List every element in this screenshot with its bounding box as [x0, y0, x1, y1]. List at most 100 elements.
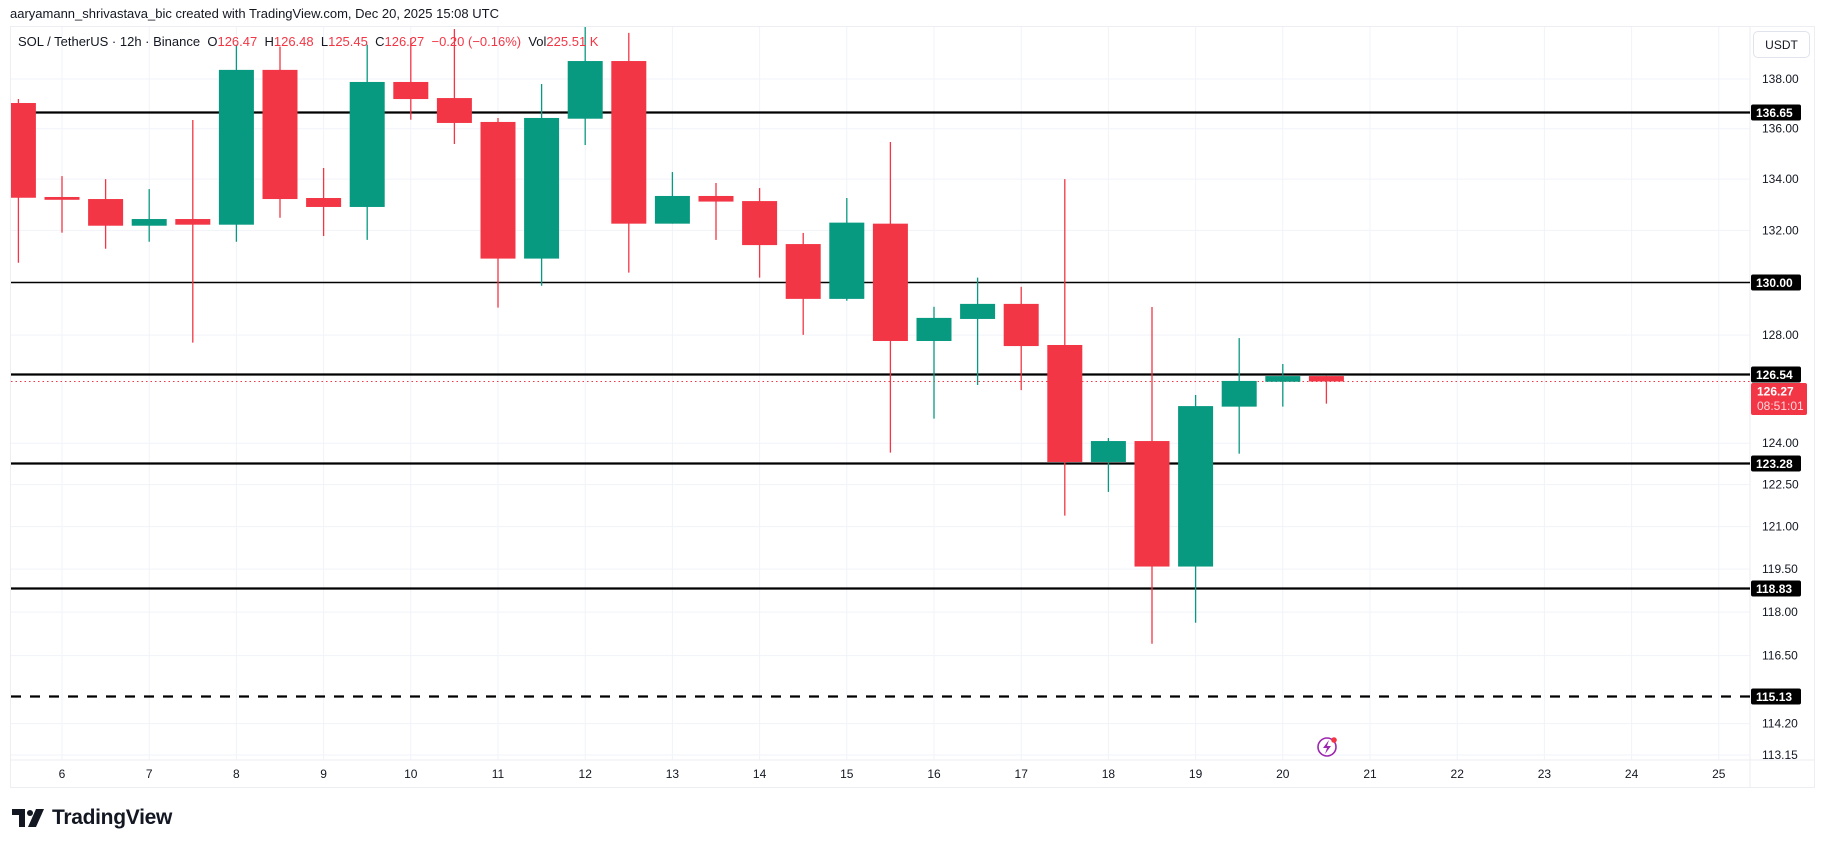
- candle[interactable]: [654, 172, 690, 224]
- candle[interactable]: [524, 83, 560, 286]
- candle[interactable]: [698, 182, 734, 240]
- x-tick-label: 18: [1102, 767, 1116, 781]
- candle-body: [131, 219, 167, 226]
- time-axis[interactable]: 6 7 8 9 10 11 12 13 14 15 16 17 18 19 20 21 22 23 24 25: [59, 767, 1726, 781]
- candle[interactable]: [1, 99, 36, 263]
- candle-body: [1265, 376, 1301, 382]
- candle-body: [654, 195, 690, 224]
- change-value: −0.20 (−0.16%): [431, 34, 522, 49]
- level-price-tag: [1751, 688, 1801, 705]
- candle[interactable]: [175, 119, 211, 343]
- candle[interactable]: [916, 306, 952, 419]
- x-tick-label: 23: [1538, 767, 1552, 781]
- price-axis[interactable]: 138.00 136.00 134.00 132.00 128.00 124.00 122.…: [1751, 72, 1807, 762]
- level-price-tag: [1751, 104, 1801, 121]
- candle-body: [1308, 376, 1344, 382]
- candle-body: [436, 98, 472, 123]
- y-tick-label: 114.20: [1762, 717, 1798, 731]
- lightning-bolt: [1323, 740, 1331, 754]
- level-price-tag: [1751, 274, 1801, 291]
- candle-body: [175, 219, 211, 225]
- candle-body: [872, 223, 908, 341]
- candle-body: [393, 81, 429, 100]
- candle-body: [11, 103, 36, 198]
- x-tick-label: 8: [233, 767, 240, 781]
- chart-panel[interactable]: [10, 26, 1815, 788]
- x-tick-label: 13: [666, 767, 680, 781]
- candle-body: [1003, 303, 1039, 347]
- x-tick-label: 21: [1363, 767, 1377, 781]
- candle[interactable]: [393, 38, 429, 120]
- alert-dot: [1331, 737, 1337, 743]
- level-price-label: 136.65: [1756, 106, 1793, 120]
- candle[interactable]: [960, 277, 996, 385]
- y-tick-label: 128.00: [1762, 328, 1799, 342]
- level-price-label: 130.00: [1756, 276, 1793, 290]
- candle[interactable]: [611, 32, 647, 273]
- candle[interactable]: [88, 179, 124, 249]
- candle[interactable]: [218, 44, 254, 242]
- level-price-tag: [1751, 366, 1801, 383]
- x-tick-label: 14: [753, 767, 767, 781]
- candle[interactable]: [480, 117, 516, 308]
- horizontal-levels: [11, 111, 1750, 698]
- candle[interactable]: [567, 26, 603, 146]
- volume-value: 225.51 K: [546, 34, 599, 49]
- logo-text: TradingView: [52, 806, 173, 829]
- candle[interactable]: [742, 188, 778, 278]
- close-value: 126.27: [384, 34, 425, 49]
- candle[interactable]: [306, 167, 342, 237]
- x-tick-label: 25: [1712, 767, 1726, 781]
- currency-unit-button[interactable]: USDT: [1753, 31, 1810, 58]
- y-tick-label: 134.00: [1762, 172, 1799, 186]
- candle-body: [262, 69, 298, 200]
- x-tick-label: 19: [1189, 767, 1203, 781]
- x-tick-label: 7: [146, 767, 153, 781]
- candle-body: [611, 61, 647, 224]
- lightning-alert-icon[interactable]: [1317, 737, 1337, 757]
- x-tick-label: 20: [1276, 767, 1290, 781]
- candle[interactable]: [1047, 179, 1083, 516]
- tradingview-logo[interactable]: TradingView: [12, 806, 172, 830]
- candle-body: [218, 69, 254, 225]
- candle-body: [698, 195, 734, 202]
- level-price-label: 123.28: [1756, 457, 1793, 471]
- tradingview-logo-icon: [12, 809, 44, 827]
- level-price-label: 126.54: [1756, 368, 1793, 382]
- volume-label: Vol: [528, 34, 547, 49]
- candle-body: [88, 199, 124, 226]
- candle-body: [785, 244, 821, 299]
- candle[interactable]: [262, 46, 298, 218]
- candle[interactable]: [829, 198, 865, 301]
- level-price-label: 118.83: [1756, 582, 1792, 596]
- low-label: L: [320, 34, 329, 49]
- candle[interactable]: [1221, 338, 1257, 454]
- candle-body: [829, 222, 865, 299]
- high-value: 126.48: [273, 34, 314, 49]
- x-tick-label: 22: [1451, 767, 1465, 781]
- y-tick-label: 119.50: [1762, 562, 1798, 576]
- candles: [1, 26, 1344, 644]
- candle[interactable]: [1308, 375, 1344, 404]
- candle[interactable]: [872, 142, 908, 453]
- candle[interactable]: [1003, 286, 1039, 391]
- candle[interactable]: [1134, 307, 1170, 644]
- candle[interactable]: [436, 29, 472, 145]
- candle[interactable]: [1178, 394, 1214, 623]
- candle-body: [1090, 441, 1126, 462]
- candle[interactable]: [349, 44, 385, 240]
- candle-body: [1178, 406, 1214, 567]
- grid: [11, 27, 1814, 787]
- y-tick-label: 118.00: [1762, 605, 1798, 619]
- candle[interactable]: [131, 189, 167, 242]
- candle[interactable]: [1265, 363, 1301, 407]
- open-label: O: [207, 34, 218, 49]
- candle-body: [1047, 344, 1083, 462]
- x-tick-label: 10: [404, 767, 418, 781]
- y-tick-label: 136.00: [1762, 122, 1799, 136]
- candle[interactable]: [1090, 438, 1126, 492]
- candle[interactable]: [785, 232, 821, 335]
- candle[interactable]: [44, 176, 80, 233]
- y-tick-label: 122.50: [1762, 478, 1799, 492]
